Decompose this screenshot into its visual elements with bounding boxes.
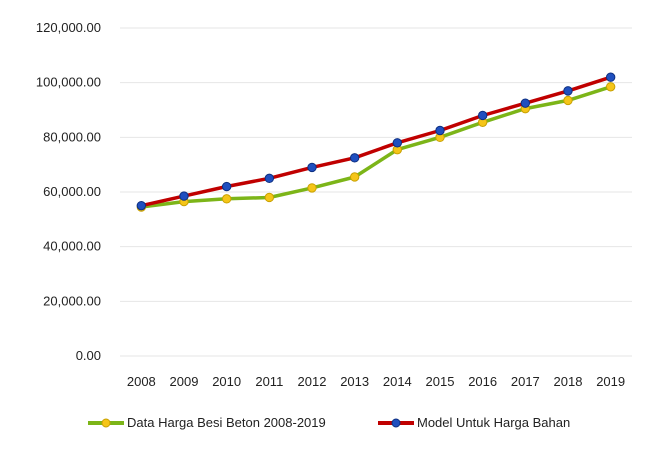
data-point	[307, 183, 317, 193]
data-point	[307, 162, 317, 173]
data-point	[264, 173, 275, 184]
y-axis-ticks: 0.00 20,000.00 40,000.00 60,000.00 80,000.00…	[36, 20, 101, 363]
y-tick-label: 120,000.00	[36, 20, 101, 35]
series-line-1	[141, 85, 612, 209]
x-tick-label: 2010	[212, 374, 241, 389]
x-tick-label: 2018	[554, 374, 583, 389]
y-tick-label: 20,000.00	[43, 293, 101, 308]
x-axis-ticks: 2008 2009 2010 2011 2012 2013 2014 2015 2016 2017…	[127, 374, 625, 389]
x-tick-label: 2017	[511, 374, 540, 389]
legend-label-series-2: Model Untuk Harga Bahan	[417, 415, 570, 430]
series-1	[136, 82, 616, 212]
data-point	[349, 153, 360, 163]
data-point	[477, 110, 488, 121]
x-tick-label: 2013	[340, 374, 369, 389]
x-tick-label: 2019	[596, 374, 625, 389]
data-point	[179, 191, 189, 201]
x-tick-label: 2011	[255, 374, 283, 389]
x-tick-label: 2014	[383, 374, 412, 389]
data-point	[221, 194, 232, 204]
x-tick-label: 2012	[298, 374, 327, 389]
data-point	[520, 98, 531, 108]
legend: Data Harga Besi Beton 2008-2019 Model Un…	[88, 415, 570, 430]
legend-marker-series-1	[101, 418, 111, 428]
legend-item-series-2: Model Untuk Harga Bahan	[378, 415, 570, 430]
legend-marker-series-2	[391, 418, 401, 428]
legend-item-series-1: Data Harga Besi Beton 2008-2019	[88, 415, 326, 430]
x-tick-label: 2015	[426, 374, 455, 389]
data-point	[435, 125, 445, 136]
series-lines	[136, 72, 616, 212]
data-point	[605, 72, 616, 82]
x-tick-label: 2008	[127, 374, 156, 389]
y-tick-label: 40,000.00	[43, 239, 101, 254]
y-tick-label: 100,000.00	[36, 75, 101, 90]
data-point	[264, 192, 275, 203]
y-tick-label: 60,000.00	[43, 184, 101, 199]
data-point	[136, 200, 147, 211]
data-point	[563, 86, 573, 96]
data-point	[563, 95, 573, 106]
series-2	[136, 72, 616, 211]
data-point	[605, 82, 616, 92]
y-tick-label: 0.00	[76, 348, 101, 363]
series-line-2	[140, 75, 612, 208]
x-tick-label: 2016	[468, 374, 497, 389]
x-tick-label: 2009	[170, 374, 199, 389]
y-tick-label: 80,000.00	[43, 129, 101, 144]
data-point	[221, 181, 232, 192]
legend-label-series-1: Data Harga Besi Beton 2008-2019	[127, 415, 326, 430]
data-point	[349, 172, 360, 182]
data-point	[392, 138, 403, 148]
